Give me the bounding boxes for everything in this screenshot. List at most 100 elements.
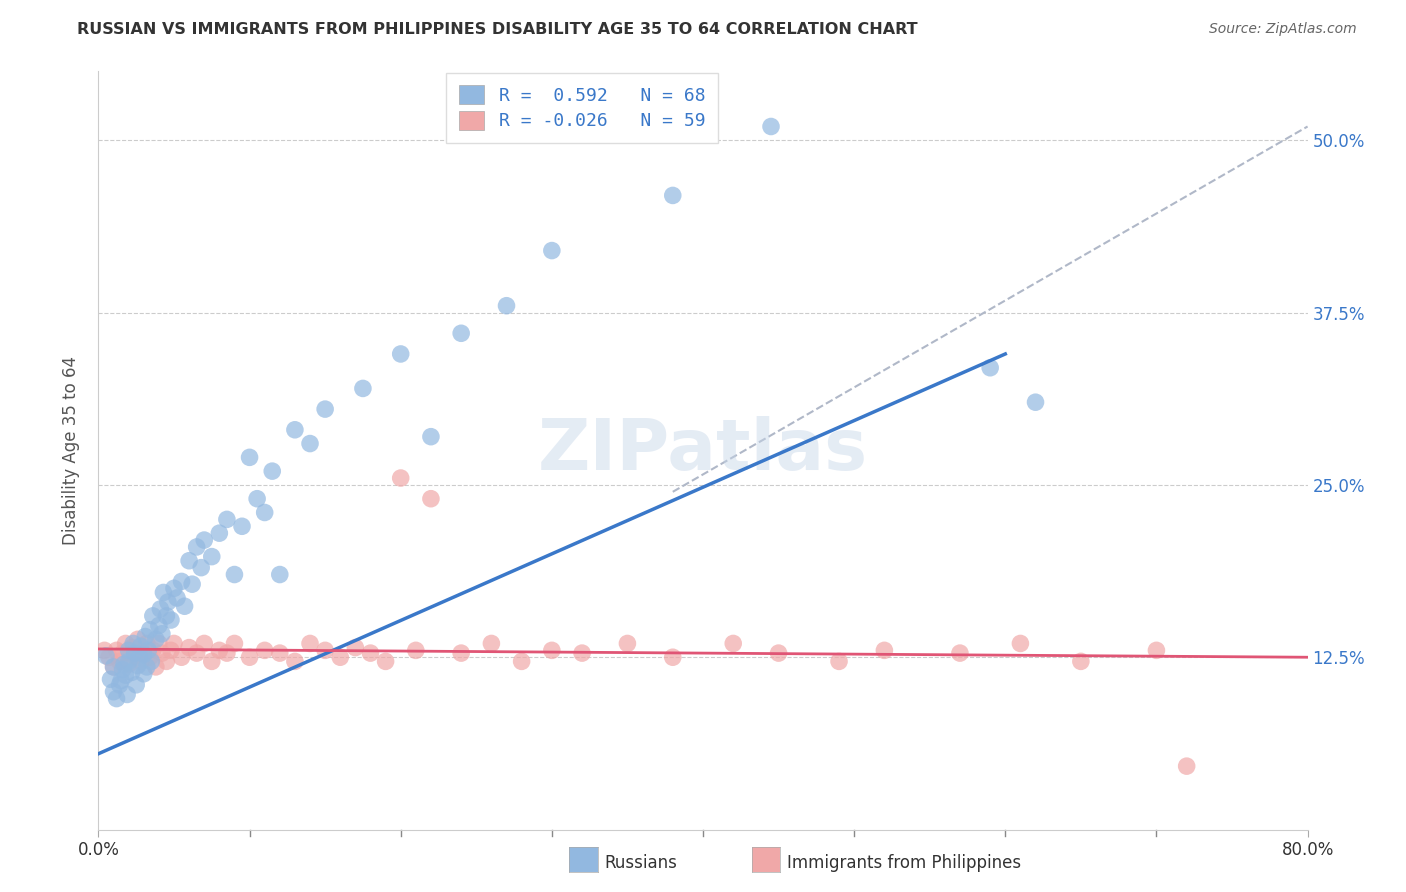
Point [450, 326, 472, 341]
Point [105, 643, 128, 657]
Point [873, 643, 896, 657]
Point [314, 643, 336, 657]
Point [148, 618, 170, 632]
Point [329, 650, 352, 665]
Point [1024, 395, 1046, 409]
Text: RUSSIAN VS IMMIGRANTS FROM PHILIPPINES DISABILITY AGE 35 TO 64 CORRELATION CHART: RUSSIAN VS IMMIGRANTS FROM PHILIPPINES D… [77, 22, 918, 37]
Point [121, 640, 143, 655]
Point [284, 423, 307, 437]
Point [253, 643, 276, 657]
Point [450, 646, 472, 660]
Point [979, 360, 1001, 375]
Point [155, 654, 177, 668]
Point [125, 678, 148, 692]
Point [127, 658, 149, 673]
Text: Source: ZipAtlas.com: Source: ZipAtlas.com [1209, 22, 1357, 37]
Point [141, 654, 163, 668]
Point [136, 643, 159, 657]
Point [152, 585, 174, 599]
Text: Russians: Russians [605, 854, 678, 871]
Point [616, 636, 638, 650]
Point [142, 643, 165, 657]
Point [170, 650, 193, 665]
Point [139, 623, 162, 637]
Legend: R =  0.592   N = 68, R = -0.026   N = 59: R = 0.592 N = 68, R = -0.026 N = 59 [446, 73, 718, 143]
Point [128, 650, 150, 665]
Point [118, 643, 141, 657]
Point [1010, 636, 1032, 650]
Point [129, 639, 152, 653]
Point [94, 648, 117, 663]
Point [103, 660, 125, 674]
Point [299, 636, 322, 650]
Point [661, 650, 683, 665]
Point [284, 654, 307, 668]
Text: ZIPatlas: ZIPatlas [538, 416, 868, 485]
Point [179, 640, 201, 655]
Point [661, 188, 683, 202]
Y-axis label: Disability Age 35 to 64: Disability Age 35 to 64 [62, 356, 80, 545]
Point [405, 643, 427, 657]
Point [571, 646, 593, 660]
Point [828, 654, 851, 668]
Point [389, 347, 412, 361]
Point [179, 554, 201, 568]
Point [949, 646, 972, 660]
Point [173, 599, 195, 614]
Point [148, 636, 170, 650]
Point [495, 299, 517, 313]
Text: Immigrants from Philippines: Immigrants from Philippines [787, 854, 1022, 871]
Point [193, 636, 215, 650]
Point [93, 643, 115, 657]
Point [262, 464, 284, 478]
Point [190, 560, 212, 574]
Point [1070, 654, 1092, 668]
Point [360, 646, 382, 660]
Point [118, 654, 141, 668]
Point [344, 640, 367, 655]
Point [239, 450, 262, 465]
Point [208, 643, 231, 657]
Point [246, 491, 269, 506]
Point [540, 244, 562, 258]
Point [142, 608, 165, 623]
Point [314, 402, 336, 417]
Point [149, 602, 172, 616]
Point [105, 691, 128, 706]
Point [352, 381, 374, 395]
Point [160, 613, 183, 627]
Point [299, 436, 322, 450]
Point [111, 646, 134, 660]
Point [103, 660, 125, 674]
Point [134, 630, 156, 644]
Point [269, 567, 291, 582]
Point [132, 666, 155, 681]
Point [181, 577, 204, 591]
Point [112, 657, 135, 672]
Point [103, 684, 125, 698]
Point [420, 430, 443, 444]
Point [132, 646, 155, 660]
Point [98, 650, 121, 665]
Point [124, 648, 146, 663]
Point [163, 582, 186, 596]
Point [135, 636, 157, 650]
Point [110, 673, 132, 688]
Point [100, 673, 122, 687]
Point [481, 636, 503, 650]
Point [1144, 643, 1167, 657]
Point [118, 657, 141, 672]
Point [253, 506, 276, 520]
Point [139, 650, 162, 665]
Point [156, 595, 179, 609]
Point [111, 663, 134, 677]
Point [193, 533, 215, 547]
Point [186, 646, 208, 660]
Point [150, 646, 173, 660]
Point [201, 654, 224, 668]
Point [145, 660, 167, 674]
Point [114, 668, 136, 682]
Point [540, 643, 562, 657]
Point [135, 660, 157, 674]
Point [170, 574, 193, 589]
